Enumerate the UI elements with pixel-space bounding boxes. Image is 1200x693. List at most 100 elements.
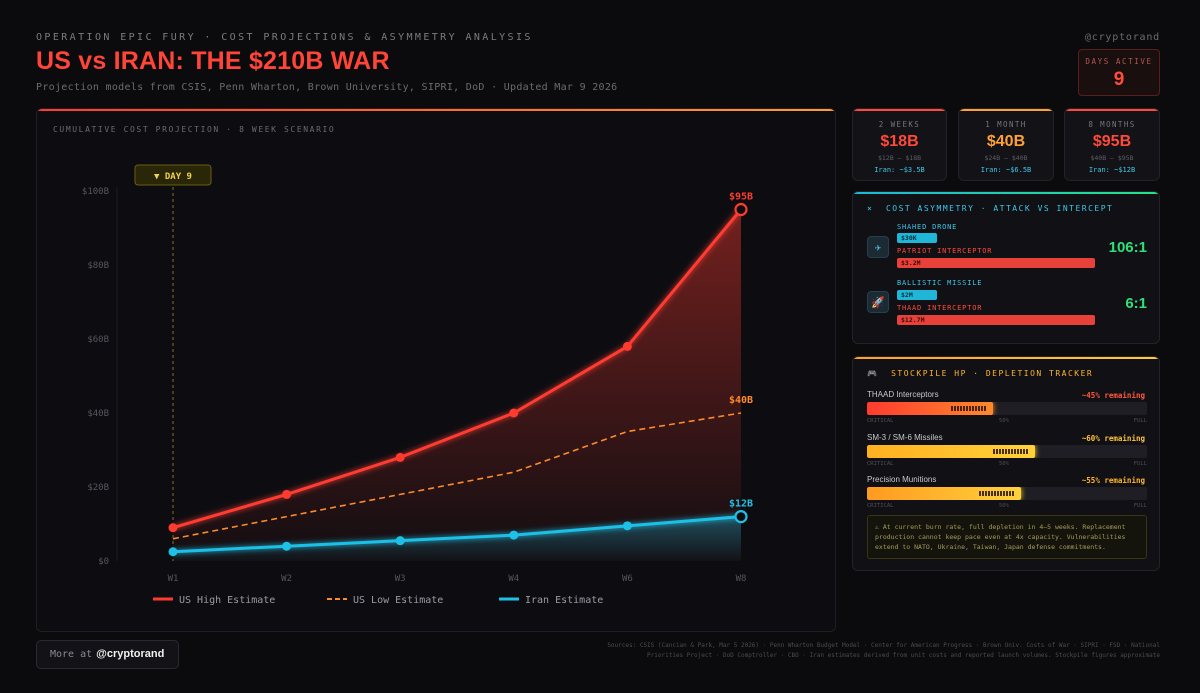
stockpile-item-name: Precision Munitions <box>867 475 937 484</box>
attack-cost-bar: $30K <box>897 233 937 243</box>
more-at-handle[interactable]: @cryptorand <box>96 648 165 660</box>
card-label: 1 MONTH <box>985 120 1027 129</box>
iran-point <box>282 541 292 551</box>
stockpile-item-remaining: ~55% remaining <box>1081 476 1145 485</box>
cost-ratio: 6:1 <box>1125 295 1147 312</box>
y-tick-label: $20B <box>87 483 109 493</box>
us-high-end-label: $95B <box>729 192 753 203</box>
page-subtitle: Projection models from CSIS, Penn Wharto… <box>36 82 618 93</box>
stockpile-bar-hatch <box>951 406 987 411</box>
card-8-months: 8 MONTHS $95B $40B – $95B Iran: ~$12B <box>1064 108 1160 181</box>
asymmetry-header: × COST ASYMMETRY · ATTACK VS INTERCEPT <box>867 204 1113 213</box>
x-tick-label: W8 <box>736 574 747 584</box>
scale-critical: CRITICAL <box>867 461 894 467</box>
stockpile-bar <box>867 487 1147 500</box>
stockpile-bar-hatch <box>979 491 1015 496</box>
card-range: $24B – $40B <box>984 154 1028 162</box>
days-active-label: DAYS ACTIVE <box>1085 57 1153 66</box>
page-title: US vs IRAN: THE $210B WAR <box>36 47 390 75</box>
legend-label: US Low Estimate <box>353 595 443 606</box>
header-kicker: OPERATION EPIC FURY · COST PROJECTIONS &… <box>36 32 533 43</box>
iran-point <box>734 510 748 524</box>
stockpile-item-remaining: ~45% remaining <box>1081 391 1145 400</box>
x-tick-label: W1 <box>168 574 179 584</box>
attack-name: BALLISTIC MISSILE <box>897 279 983 287</box>
cost-asymmetry-panel: × COST ASYMMETRY · ATTACK VS INTERCEPT ✈… <box>852 191 1160 344</box>
iran-point <box>622 521 632 531</box>
days-active-value: 9 <box>1113 69 1125 90</box>
x-tick-label: W3 <box>395 574 406 584</box>
cost-ratio: 106:1 <box>1108 239 1147 256</box>
stockpile-bar <box>867 445 1147 458</box>
cost-projection-chart: $0 $20B $40B $60B $80B $100B W1 W2 W3 W4 W6 W8 ▼ DAY… <box>82 164 753 606</box>
scale-mid: 50% <box>999 461 1009 467</box>
us-high-area <box>173 209 741 561</box>
card-value: $40B <box>986 133 1026 150</box>
iran-point <box>509 530 519 540</box>
depletion-warning: ⚠ At current burn rate, full depletion i… <box>867 515 1147 559</box>
y-tick-label: $60B <box>87 335 109 345</box>
card-1-month: 1 MONTH $40B $24B – $40B Iran: ~$6.5B <box>958 108 1054 181</box>
x-tick-label: W2 <box>281 574 292 584</box>
stockpile-title: STOCKPILE HP · DEPLETION TRACKER <box>891 369 1094 378</box>
card-2-weeks: 2 WEEKS $18B $12B – $18B Iran: ~$3.5B <box>852 108 947 181</box>
us-high-point <box>395 452 405 462</box>
us-low-end-label: $40B <box>729 395 753 406</box>
defense-name: THAAD INTERCEPTOR <box>897 304 983 312</box>
scale-mid: 50% <box>999 418 1009 424</box>
stockpile-bar <box>867 402 1147 415</box>
cross-icon: × <box>867 204 874 213</box>
day-marker-box <box>134 164 212 186</box>
us-high-point <box>282 489 292 499</box>
y-tick-label: $100B <box>82 187 109 197</box>
card-iran: Iran: ~$6.5B <box>980 166 1032 174</box>
card-value: $95B <box>1092 133 1132 150</box>
missile-icon: 🚀 <box>867 291 889 313</box>
card-iran: Iran: ~$3.5B <box>874 166 925 174</box>
stockpile-bar-hatch <box>993 449 1029 454</box>
scale-critical: CRITICAL <box>867 503 894 509</box>
iran-end-label: $12B <box>729 499 753 510</box>
days-active-badge: DAYS ACTIVE 9 <box>1078 49 1160 96</box>
us-high-point <box>734 202 748 217</box>
cost-projection-panel: CUMULATIVE COST PROJECTION · 8 WEEK SCEN… <box>36 108 836 632</box>
defense-cost-bar: $12.7M <box>897 315 1095 325</box>
us-high-line <box>172 208 743 530</box>
card-label: 2 WEEKS <box>878 120 921 129</box>
stockpile-bar-fill <box>867 445 1035 458</box>
iran-point <box>168 547 178 557</box>
legend-label: US High Estimate <box>179 595 275 606</box>
attack-name: SHAHED DRONE <box>897 223 958 231</box>
card-label: 8 MONTHS <box>1088 120 1136 129</box>
legend-label: Iran Estimate <box>525 595 603 606</box>
stockpile-panel: 🎮 STOCKPILE HP · DEPLETION TRACKER THAAD… <box>852 356 1160 571</box>
day-marker-label: ▼ DAY 9 <box>154 172 192 182</box>
defense-cost-bar: $3.2M <box>897 258 1095 268</box>
card-value: $18B <box>880 133 919 150</box>
card-range: $40B – $95B <box>1090 154 1134 162</box>
attack-cost-bar: $2M <box>897 290 937 300</box>
card-range: $12B – $18B <box>877 154 922 162</box>
scale-full: FULL <box>1133 418 1147 424</box>
us-high-point <box>622 341 632 351</box>
us-high-point <box>509 408 519 418</box>
stockpile-header: 🎮 STOCKPILE HP · DEPLETION TRACKER <box>867 369 1093 378</box>
stockpile-item-name: SM-3 / SM-6 Missiles <box>867 433 943 442</box>
y-tick-label: $0 <box>98 557 109 567</box>
iran-line <box>172 515 742 554</box>
stockpile-item-name: THAAD Interceptors <box>867 390 939 399</box>
asymmetry-title: COST ASYMMETRY · ATTACK VS INTERCEPT <box>885 204 1114 213</box>
card-iran: Iran: ~$12B <box>1088 166 1136 174</box>
more-at-label: More at <box>50 649 93 660</box>
more-at-link[interactable]: More at @cryptorand <box>36 640 179 669</box>
stockpile-bar-fill <box>867 487 1021 500</box>
drone-icon: ✈ <box>867 236 889 258</box>
y-tick-label: $40B <box>87 409 109 419</box>
iran-point <box>395 536 405 546</box>
y-tick-label: $80B <box>87 261 109 271</box>
scale-full: FULL <box>1133 461 1147 467</box>
gamepad-icon: 🎮 <box>867 369 879 378</box>
stockpile-bar-fill <box>867 402 993 415</box>
chart-caption: CUMULATIVE COST PROJECTION · 8 WEEK SCEN… <box>53 125 336 134</box>
author-handle[interactable]: @cryptorand <box>1084 32 1160 43</box>
